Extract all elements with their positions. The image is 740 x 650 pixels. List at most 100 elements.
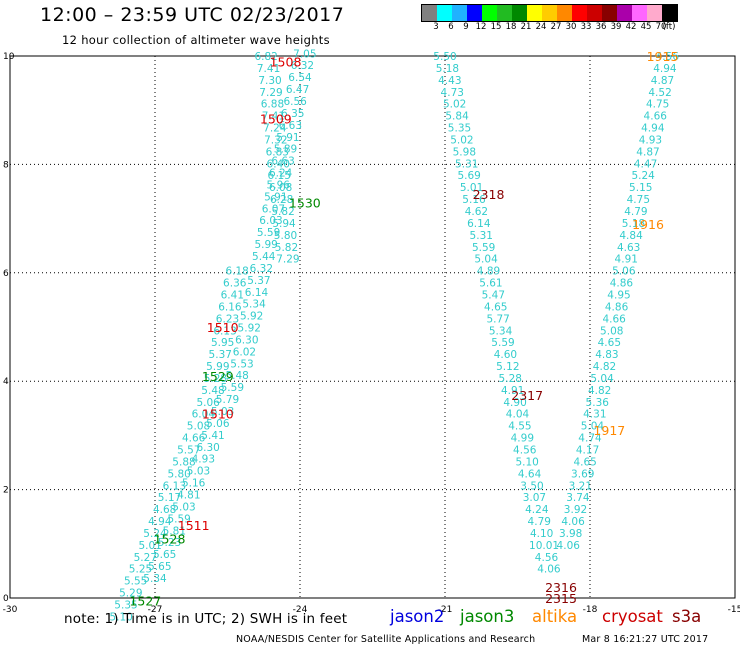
time-label: 1510 (202, 407, 234, 422)
data-point-jason2: 5.03 (187, 466, 210, 478)
data-point-jason3: 6.04 (192, 409, 216, 421)
page-subtitle: 12 hour collection of altimeter wave hei… (62, 33, 330, 47)
data-point-cryosat: 4.99 (511, 433, 534, 445)
data-point-jason2: 5.59 (167, 513, 190, 525)
data-point-jason3: 5.37 (209, 349, 232, 361)
y-tick-label: 10 (3, 52, 15, 62)
data-point-altika: 5.15 (629, 182, 652, 194)
color-swatch (512, 5, 527, 21)
data-point-altika: 4.82 (588, 385, 611, 397)
data-point-jason3: 7.30 (258, 75, 281, 87)
time-label: 1917 (593, 423, 625, 438)
plot-frame (9, 55, 736, 599)
data-point-cryosat: 4.90 (503, 397, 526, 409)
data-point-altika: 4.79 (624, 206, 647, 218)
data-point-cryosat: 4.73 (441, 87, 464, 99)
data-point-jason2: 6.14 (245, 287, 269, 299)
color-scale-label: 70 (655, 22, 667, 32)
data-point-cryosat: 4.06 (537, 564, 561, 576)
data-point-jason3: 6.08 (269, 182, 292, 194)
page-title: 12:00 – 23:59 UTC 02/23/2017 (40, 4, 345, 26)
x-tick-label: -15 (728, 605, 740, 615)
data-point-altika: 4.74 (578, 433, 602, 445)
data-point-cryosat: 4.43 (438, 75, 461, 87)
data-point-cryosat: 4.64 (518, 468, 542, 480)
data-point-cryosat: 5.04 (474, 254, 498, 266)
data-point-jason2: 5.81 (163, 525, 186, 537)
color-swatch (527, 5, 542, 21)
data-point-cryosat: 4.60 (494, 349, 517, 361)
data-point-jason3: 7.24 (263, 123, 287, 135)
data-point-altika: 4.87 (651, 75, 674, 87)
data-point-altika: 5.18 (622, 218, 645, 230)
x-tick-label: -24 (293, 605, 308, 615)
data-point-cryosat: 5.10 (515, 456, 538, 468)
data-point-altika: 4.84 (619, 230, 643, 242)
data-point-jason2: 6.35 (281, 108, 304, 120)
data-point-cryosat: 4.10 (530, 528, 553, 540)
color-swatch (587, 5, 602, 21)
data-point-jason3: 6.83 (266, 146, 289, 158)
data-point-jason3: 5.48 (201, 385, 224, 397)
data-point-altika: 4.86 (610, 278, 634, 290)
data-point-jason3: 7.41 (257, 63, 280, 75)
time-label: 2317 (511, 388, 543, 403)
data-point-jason3: 6.40 (267, 158, 290, 170)
data-point-jason3: 5.35 (114, 600, 137, 612)
data-point-jason2: 6.47 (286, 84, 309, 96)
data-point-jason3: 6.28 (270, 194, 293, 206)
data-point-cryosat: 4.89 (477, 266, 500, 278)
color-scale-label: 3 (433, 22, 439, 32)
data-point-jason3: 5.99 (206, 361, 229, 373)
data-point-jason3: 5.08 (187, 421, 210, 433)
color-scale-label: 6 (448, 22, 454, 32)
data-point-jason3: 6.13 (213, 325, 236, 337)
color-swatch (497, 5, 512, 21)
data-point-altika: 3.21 (569, 480, 592, 492)
data-point-altika: 4.94 (653, 63, 677, 75)
data-point-cryosat: 5.18 (436, 63, 459, 75)
data-point-jason3: 6.36 (223, 278, 247, 290)
color-swatch (617, 5, 632, 21)
time-label: 1508 (270, 54, 302, 69)
data-point-jason3: 4.94 (148, 516, 172, 528)
data-point-cryosat: 4.65 (484, 301, 507, 313)
data-point-altika: 4.47 (634, 158, 657, 170)
data-point-altika: 4.94 (641, 123, 665, 135)
data-point-jason3: 6.82 (254, 51, 277, 63)
data-point-jason3: 5.95 (211, 337, 234, 349)
footer-credit: NOAA/NESDIS Center for Satellite Applica… (236, 634, 536, 645)
satellite-name-s3a: s3a (672, 607, 702, 626)
data-point-altika: 4.95 (607, 289, 630, 301)
color-scale-label: 21 (520, 22, 532, 32)
data-point-jason2: 6.30 (196, 442, 219, 454)
data-point-jason3: 7.41 (262, 111, 285, 123)
y-tick-label: 8 (3, 160, 9, 170)
data-point-cryosat: 5.02 (450, 134, 473, 146)
data-point-altika: 4.52 (648, 87, 671, 99)
data-point-jason3: 5.10 (109, 611, 132, 623)
data-point-altika: 5.36 (586, 397, 610, 409)
data-point-jason2: 6.32 (250, 263, 273, 275)
data-point-jason2: 5.06 (206, 418, 230, 430)
data-point-cryosat: 4.91 (501, 385, 524, 397)
data-point-cryosat: 5.69 (457, 170, 480, 182)
data-point-cryosat: 5.50 (433, 51, 456, 63)
time-label: 1530 (289, 195, 321, 210)
data-point-jason3: 5.80 (274, 230, 297, 242)
y-tick-label: 0 (3, 594, 9, 604)
data-point-altika: 5.04 (590, 373, 614, 385)
satellite-name-jason3: jason3 (460, 607, 515, 626)
data-point-jason2: 6.02 (233, 346, 256, 358)
y-tick-label: 2 (3, 486, 9, 496)
data-point-jason2: 5.37 (247, 275, 270, 287)
data-point-altika: 5.08 (600, 325, 623, 337)
data-point-jason2: 5.99 (254, 239, 277, 251)
data-point-jason2: 5.91 (264, 191, 287, 203)
data-point-jason2: 5.23 (158, 537, 181, 549)
data-point-jason3: 5.88 (172, 456, 195, 468)
data-point-cryosat: 5.98 (453, 146, 476, 158)
data-point-jason3: 6.13 (163, 480, 186, 492)
data-point-jason2: 5.53 (230, 358, 253, 370)
